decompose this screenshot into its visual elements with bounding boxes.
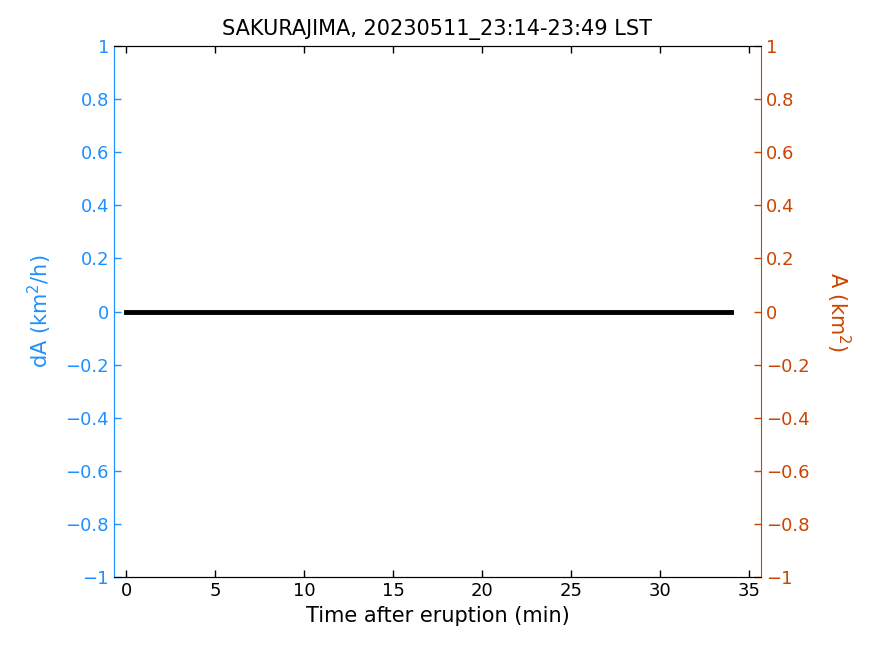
X-axis label: Time after eruption (min): Time after eruption (min) (305, 605, 570, 626)
Y-axis label: dA (km$^2$/h): dA (km$^2$/h) (26, 255, 54, 368)
Y-axis label: A (km$^2$): A (km$^2$) (823, 272, 852, 352)
Title: SAKURAJIMA, 20230511_23:14-23:49 LST: SAKURAJIMA, 20230511_23:14-23:49 LST (222, 19, 653, 40)
